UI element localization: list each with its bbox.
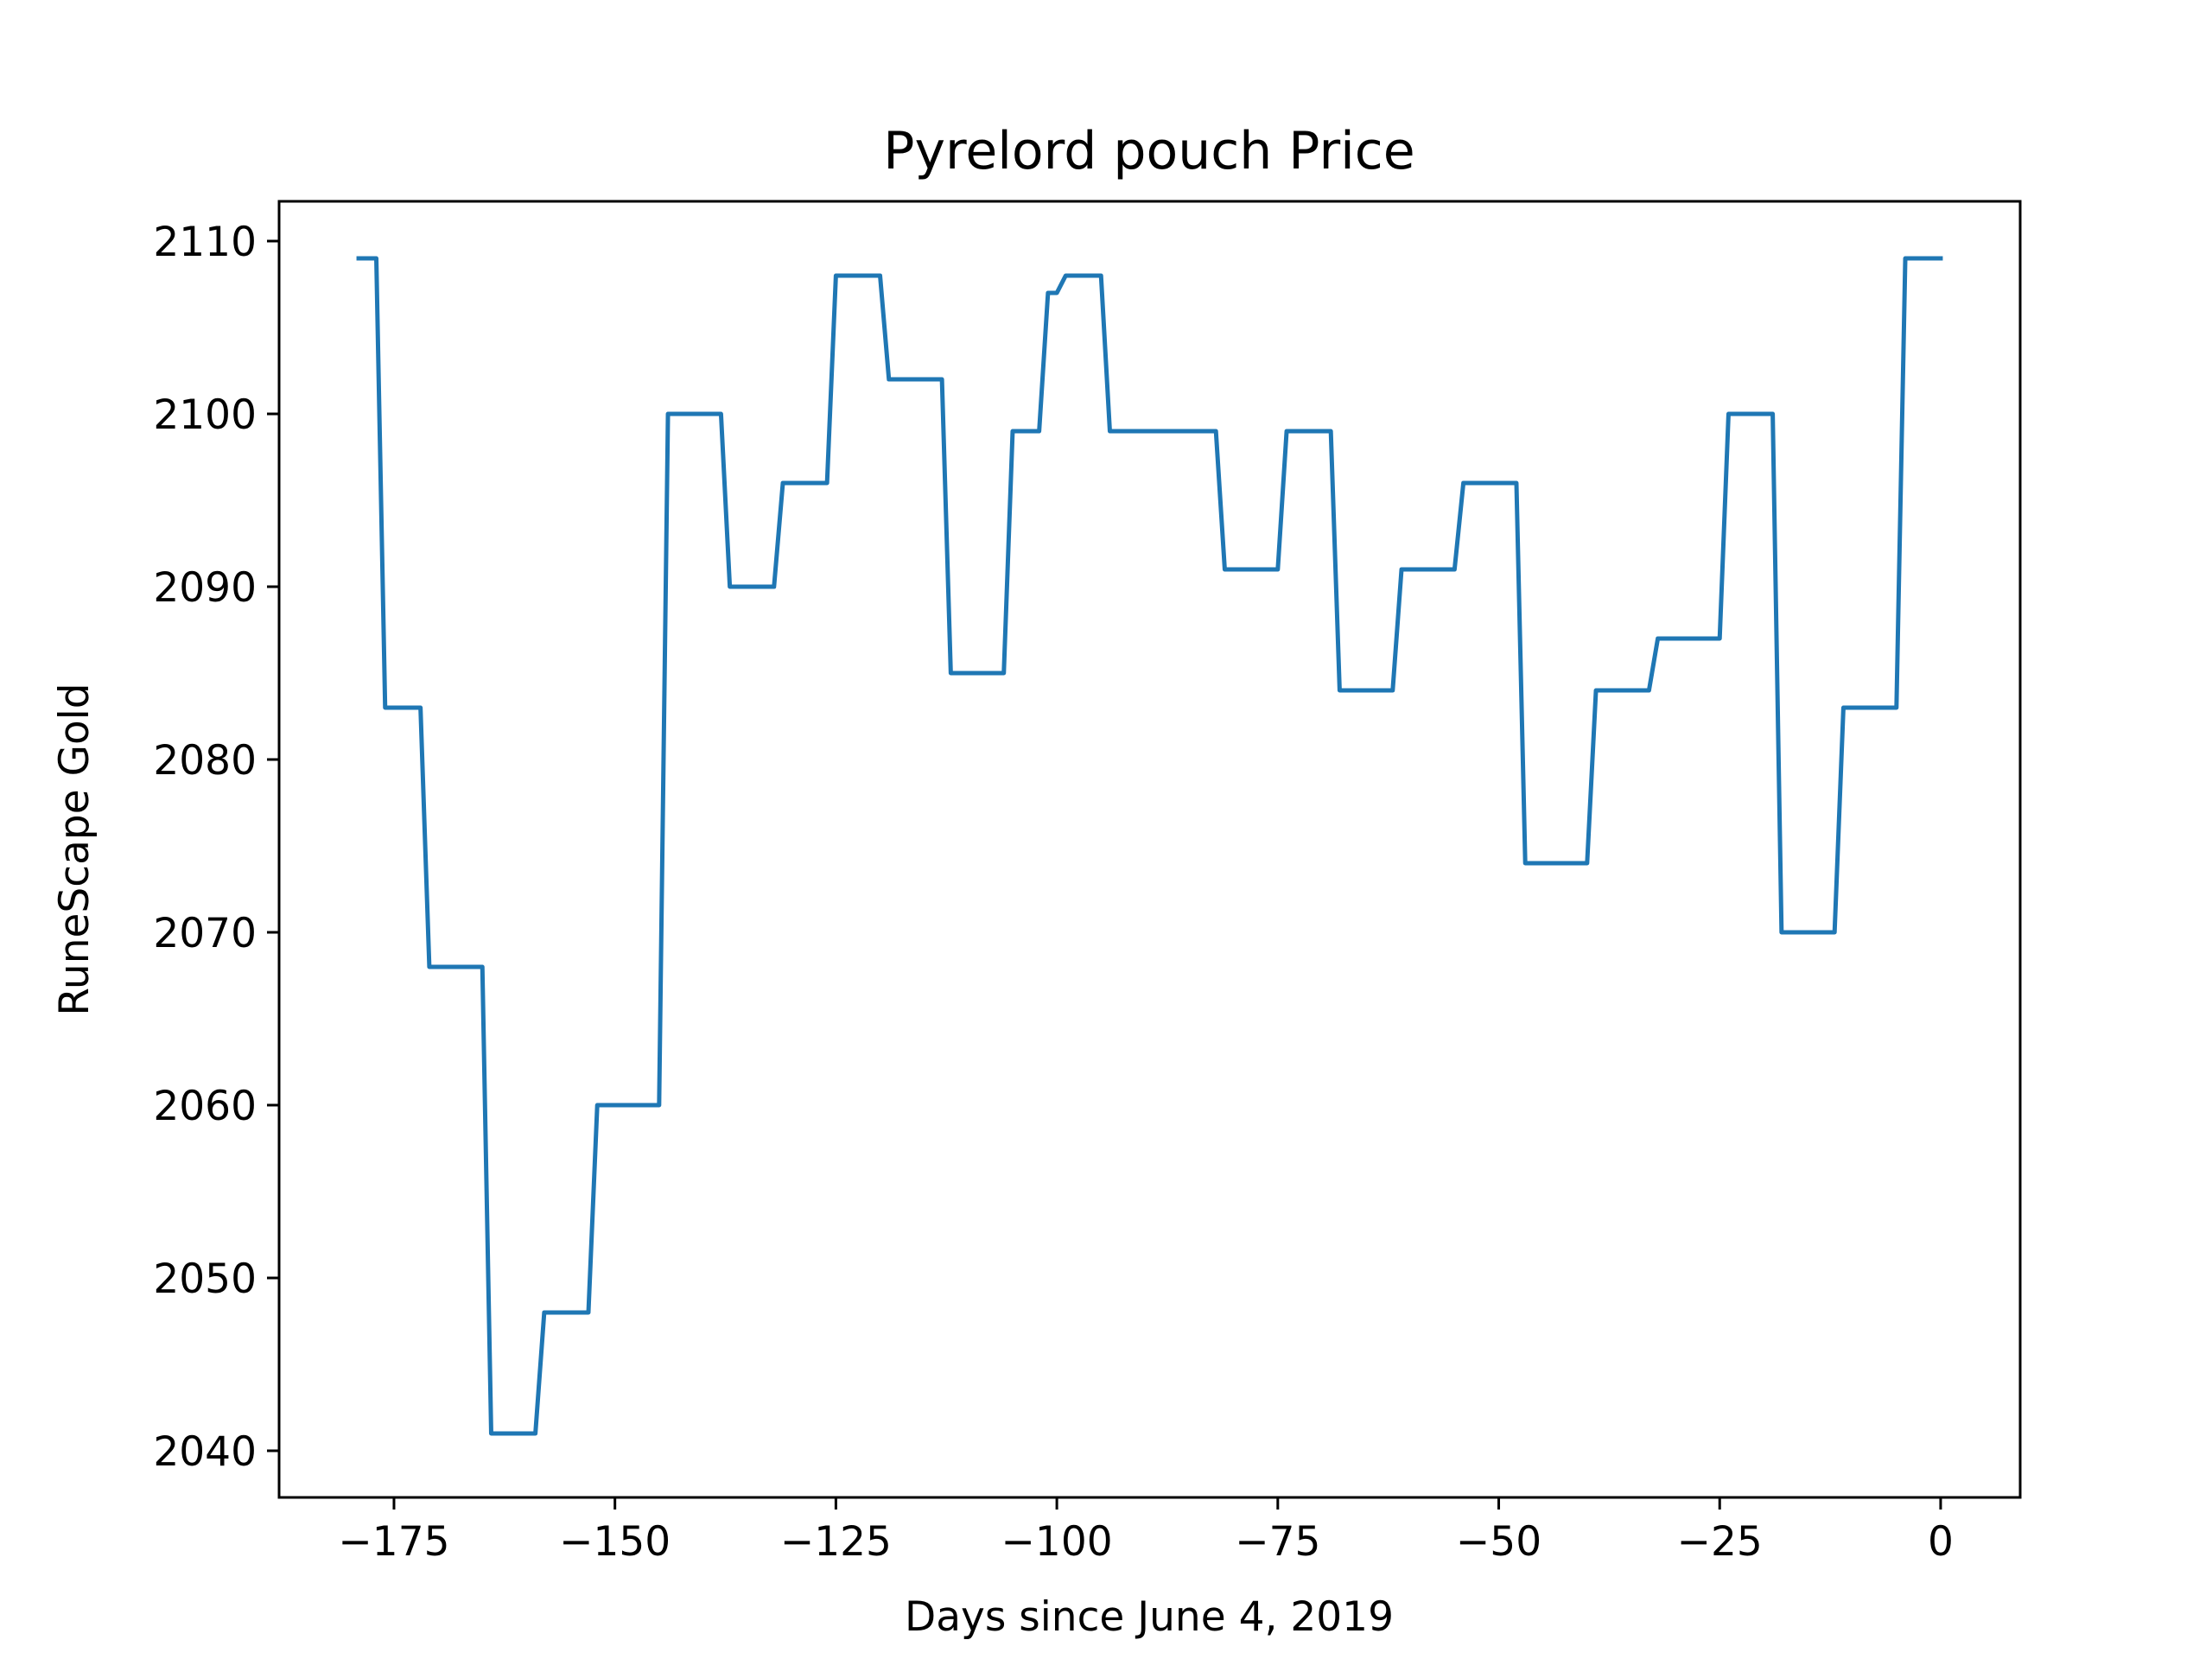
y-tick-label: 2080 [153,737,257,785]
y-tick-label: 2050 [153,1255,257,1303]
x-tick-label: −150 [559,1518,671,1566]
axes-layer: −175 −150 −125 −100 −75 −50 −25 0 2040 2050 2060 20… [153,200,2022,1566]
y-tick-label: 2070 [153,910,257,957]
x-tick-label: 0 [1928,1518,1954,1566]
x-tick-label: −50 [1456,1518,1541,1566]
x-tick-label: −25 [1677,1518,1763,1566]
plot-layer [356,256,1943,1436]
y-tick-label: 2110 [153,219,257,266]
x-axis-label: Days since June 4, 2019 [905,1593,1394,1641]
y-tick-label: 2090 [153,564,257,612]
y-tick-label: 2100 [153,391,257,439]
chart-title: Pyrelord pouch Price [883,121,1414,181]
x-tick-label: −75 [1235,1518,1320,1566]
y-axis-label: RuneScape Gold [51,683,99,1015]
x-tick-label: −100 [1001,1518,1113,1566]
x-tick-label: −175 [338,1518,449,1566]
plot-frame [277,200,2022,1499]
x-tick-label: −125 [780,1518,892,1566]
y-tick-label: 2040 [153,1428,257,1476]
series-line-0 [356,256,1943,1436]
y-tick-label: 2060 [153,1083,257,1130]
